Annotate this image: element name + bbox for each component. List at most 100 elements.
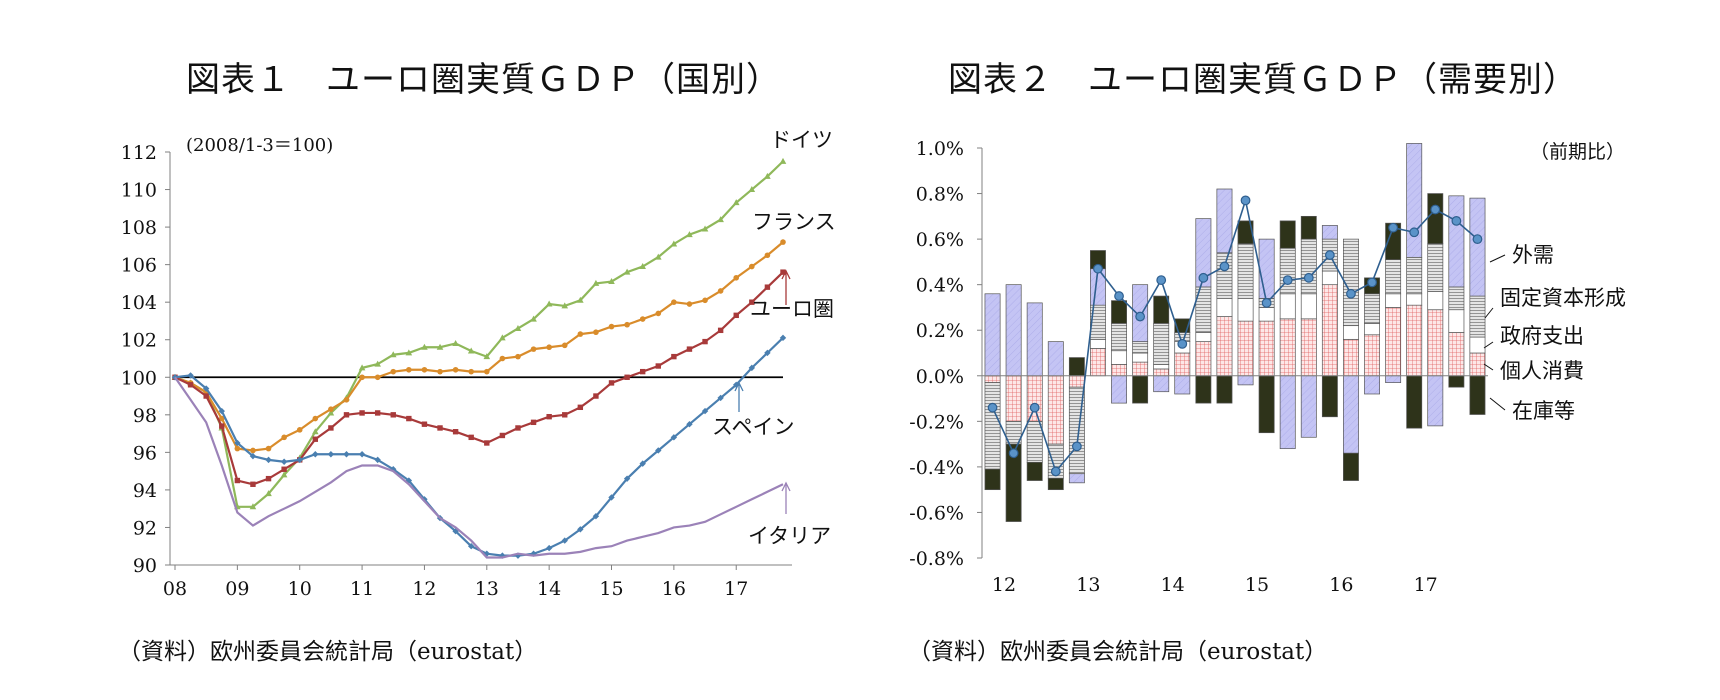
chart1-point-2-37 — [749, 299, 755, 305]
chart1-point-0-25 — [561, 302, 569, 309]
chart1-point-3-12 — [358, 451, 366, 458]
chart1-point-2-33 — [686, 346, 693, 352]
chart1-point-2-4 — [234, 477, 241, 484]
chart1-point-0-35 — [717, 216, 724, 223]
chart2-total-point-11 — [1219, 261, 1230, 272]
chart1-point-1-23 — [530, 346, 537, 352]
chart1-x-tick-label: 14 — [537, 578, 561, 600]
chart2-bar-0-15 — [1300, 318, 1317, 377]
chart2-total-point-10 — [1198, 272, 1209, 283]
chart2-bar-4-11 — [1216, 375, 1233, 404]
chart2-bar-4-7 — [1132, 375, 1149, 404]
chart2-bar-2-2 — [1026, 420, 1043, 463]
chart1-title: 図表１ ユーロ圏実質ＧＤＰ（国別） — [186, 60, 781, 100]
chart1-point-2-15 — [406, 415, 412, 422]
chart1-point-2-34 — [702, 338, 708, 345]
chart2-total-point-9 — [1177, 338, 1188, 349]
chart1-x-tick-label: 11 — [350, 578, 374, 600]
chart1-point-3-33 — [686, 421, 693, 428]
chart1-y-tick-label: 90 — [133, 555, 157, 577]
chart2-bar-3-22 — [1448, 195, 1465, 288]
chart2-bar-4-21 — [1427, 193, 1444, 245]
chart1-point-2-29 — [624, 374, 630, 380]
chart2-bar-2-18 — [1364, 293, 1380, 324]
chart1-point-1-19 — [468, 368, 475, 375]
chart2-bar-4-17 — [1343, 452, 1359, 481]
chart1-point-3-37 — [748, 364, 756, 372]
chart1-point-3-29 — [623, 475, 631, 482]
chart1-point-2-13 — [374, 410, 381, 416]
chart2-bar-3-2 — [1026, 302, 1043, 377]
chart2-y-tick-label: 1.0% — [916, 138, 964, 160]
chart1-point-1-5 — [250, 447, 256, 454]
chart2-bar-0-1 — [1005, 375, 1022, 422]
chart2-total-point-5 — [1093, 263, 1103, 274]
chart2-bar-4-2 — [1026, 461, 1043, 481]
chart2-bar-0-2 — [1026, 375, 1043, 422]
chart1-point-2-2 — [203, 393, 209, 399]
chart2-total-point-12 — [1240, 195, 1251, 206]
chart1-point-1-14 — [390, 368, 397, 375]
chart1-y-tick-label: 102 — [121, 330, 157, 352]
chart1-point-2-39 — [780, 269, 786, 275]
chart1-y-tick-label: 94 — [133, 480, 157, 502]
chart2-total-point-8 — [1156, 275, 1167, 286]
chart1-point-3-36 — [733, 381, 740, 388]
chart2-bar-2-20 — [1406, 256, 1423, 295]
chart1-x-tick-label: 12 — [412, 578, 436, 600]
chart1-point-1-33 — [686, 301, 693, 307]
chart2-total-point-6 — [1114, 291, 1124, 301]
chart1-point-3-26 — [577, 526, 584, 533]
chart1-point-0-28 — [608, 278, 615, 285]
chart1-annotation-0: ドイツ — [770, 128, 833, 152]
chart1-point-1-39 — [780, 239, 786, 245]
chart1-point-2-38 — [764, 284, 771, 290]
chart2-legend-leader — [1484, 307, 1494, 319]
chart1-point-0-32 — [670, 240, 678, 247]
chart2-bar-0-3 — [1047, 375, 1064, 445]
chart2-x-tick-label: 15 — [1245, 574, 1269, 596]
chart1-point-3-3 — [218, 407, 225, 415]
chart2-total-point-13 — [1261, 297, 1272, 308]
chart1-point-1-26 — [577, 331, 584, 337]
chart1-point-3-1 — [187, 372, 194, 379]
chart2-bar-1-21 — [1427, 291, 1444, 311]
chart1-point-2-20 — [484, 440, 490, 446]
chart1-point-2-19 — [468, 434, 474, 441]
chart2-title: 図表２ ユーロ圏実質ＧＤＰ（需要別） — [948, 60, 1578, 100]
chart2-bar-2-21 — [1427, 243, 1444, 292]
chart1-point-2-16 — [421, 421, 428, 427]
chart1-point-3-10 — [327, 451, 335, 458]
chart2-x-tick-label: 12 — [992, 574, 1016, 596]
chart2-legend-leader — [1489, 397, 1506, 411]
chart1-x-tick-label: 08 — [163, 578, 187, 600]
chart1-point-1-20 — [483, 368, 490, 375]
chart1-point-0-31 — [654, 253, 662, 260]
chart1-annotation-1: フランス — [752, 210, 836, 234]
chart2-bar-0-5 — [1090, 348, 1106, 377]
chart2-bar-3-11 — [1216, 188, 1233, 254]
chart2: 1.0% 0.8% 0.6% 0.4% 0.2% 0.0% -0.2% -0.4% -0.6% -… — [909, 138, 1626, 596]
chart1-series-line-0 — [174, 160, 784, 508]
chart2-y-tick-label: -0.8% — [909, 548, 964, 570]
chart1-y-tick-label: 96 — [133, 442, 157, 464]
chart2-bar-0-10 — [1195, 341, 1212, 377]
chart1-point-0-34 — [701, 225, 709, 232]
chart1-point-1-32 — [671, 299, 677, 305]
chart1-point-0-24 — [545, 300, 553, 307]
chart1-point-0-21 — [499, 334, 506, 341]
chart1-y-tick-label: 104 — [121, 292, 157, 314]
chart1-source: （資料）欧州委員会統計局（eurostat） — [118, 639, 538, 665]
chart1-point-3-7 — [280, 458, 288, 465]
chart1-point-2-24 — [546, 413, 552, 420]
chart2-total-point-0 — [987, 402, 998, 413]
chart2-x-tick-label: 13 — [1076, 574, 1100, 596]
chart1-point-3-32 — [670, 434, 678, 441]
chart2-y-tick-label: 0.4% — [916, 275, 964, 297]
chart1-point-2-3 — [219, 423, 225, 429]
chart2-y-tick-label: -0.4% — [909, 457, 964, 479]
chart2-bar-4-9 — [1174, 318, 1191, 333]
chart1-annotation-arrowhead — [781, 269, 791, 280]
chart1-point-2-7 — [281, 466, 287, 472]
chart1-point-1-11 — [343, 397, 350, 403]
